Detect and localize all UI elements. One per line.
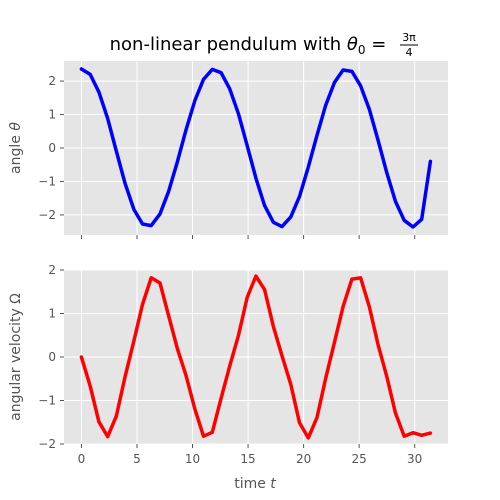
y-tick-label: 2 (48, 263, 56, 277)
x-tick-label: 30 (407, 452, 422, 466)
title-fraction-numerator: 3π (402, 31, 416, 44)
y-tick-label: −1 (38, 394, 56, 408)
title-fraction: 3π4 (400, 31, 418, 59)
y-tick-label: 0 (48, 141, 56, 155)
y-tick-label: −2 (38, 208, 56, 222)
y-tick-label: −1 (38, 174, 56, 188)
y-tick-label: −2 (38, 437, 56, 451)
x-tick-label: 5 (133, 452, 141, 466)
x-tick-label: 15 (240, 452, 255, 466)
y-tick-label: 1 (48, 307, 56, 321)
chart-title: non-linear pendulum with θ0 = (110, 34, 387, 57)
y-axis-label-angle: angle θ (8, 122, 24, 174)
y-tick-label: 2 (48, 74, 56, 88)
angle-panel: −2 −1 0 1 2 (38, 61, 448, 239)
x-axis-label-time: time t (234, 476, 276, 492)
y-axis-label-angular-velocity: angular velocity Ω (8, 293, 24, 421)
y-tick-label: 0 (48, 350, 56, 364)
x-tick-label: 0 (78, 452, 86, 466)
series-line-angular-velocity (79, 274, 433, 440)
x-tick-label: 10 (185, 452, 200, 466)
x-tick-label: 25 (351, 452, 366, 466)
title-fraction-denominator: 4 (406, 46, 413, 59)
x-tick-label: 20 (296, 452, 311, 466)
y-tick-label: 1 (48, 108, 56, 122)
series-line-angle (79, 67, 433, 229)
